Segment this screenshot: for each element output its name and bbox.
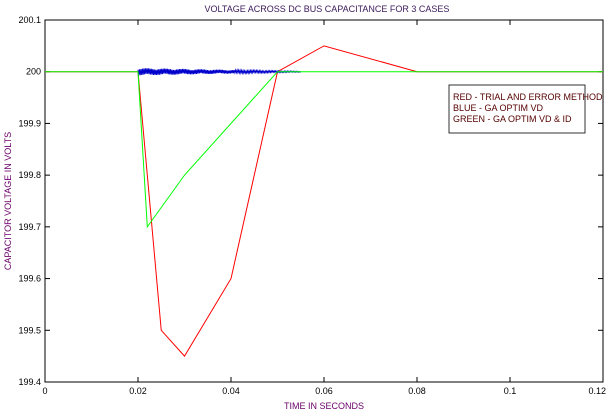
plot-area-frame xyxy=(44,19,604,383)
x-tick-label: 0.1 xyxy=(504,386,517,396)
y-tick-label: 199.4 xyxy=(18,377,41,387)
y-tick-label: 199.5 xyxy=(18,325,41,335)
y-tick-label: 199.7 xyxy=(18,222,41,232)
y-axis: 199.4 199.5 199.6 199.7 199.8 199.9 200 200.1 xyxy=(18,15,603,387)
legend-entry-green: GREEN - GA OPTIM VD & ID xyxy=(453,114,572,124)
y-axis-title: CAPACITOR VOLTAGE IN VOLTS xyxy=(3,132,13,270)
legend: RED - TRIAL AND ERROR METHOD BLUE - GA O… xyxy=(448,84,603,134)
y-tick-label: 199.6 xyxy=(18,274,41,284)
series-red-trial-error-line xyxy=(45,45,603,357)
y-tick-label: 200.1 xyxy=(18,15,41,25)
x-tick-label: 0.04 xyxy=(222,386,240,396)
legend-entry-blue: BLUE - GA OPTIM VD xyxy=(453,103,544,113)
x-axis: 0 0.02 0.04 0.06 0.08 0.1 0.12 xyxy=(42,20,606,396)
series-blue-ga-vd-line xyxy=(137,68,302,76)
x-tick-label: 0.12 xyxy=(588,386,606,396)
x-tick-label: 0 xyxy=(42,386,47,396)
x-tick-label: 0.06 xyxy=(315,386,333,396)
x-tick-label: 0.02 xyxy=(129,386,147,396)
y-tick-label: 200 xyxy=(26,67,41,77)
legend-box xyxy=(448,84,586,134)
y-tick-label: 199.8 xyxy=(18,170,41,180)
y-tick-label: 199.9 xyxy=(18,118,41,128)
chart-title: VOLTAGE ACROSS DC BUS CAPACITANCE FOR 3 … xyxy=(205,4,450,14)
legend-entry-red: RED - TRIAL AND ERROR METHOD xyxy=(453,92,603,102)
x-axis-title: TIME IN SECONDS xyxy=(284,401,364,411)
series-layer xyxy=(45,45,603,357)
x-tick-label: 0.08 xyxy=(408,386,426,396)
series-green-ga-vd-id-line xyxy=(45,71,603,229)
